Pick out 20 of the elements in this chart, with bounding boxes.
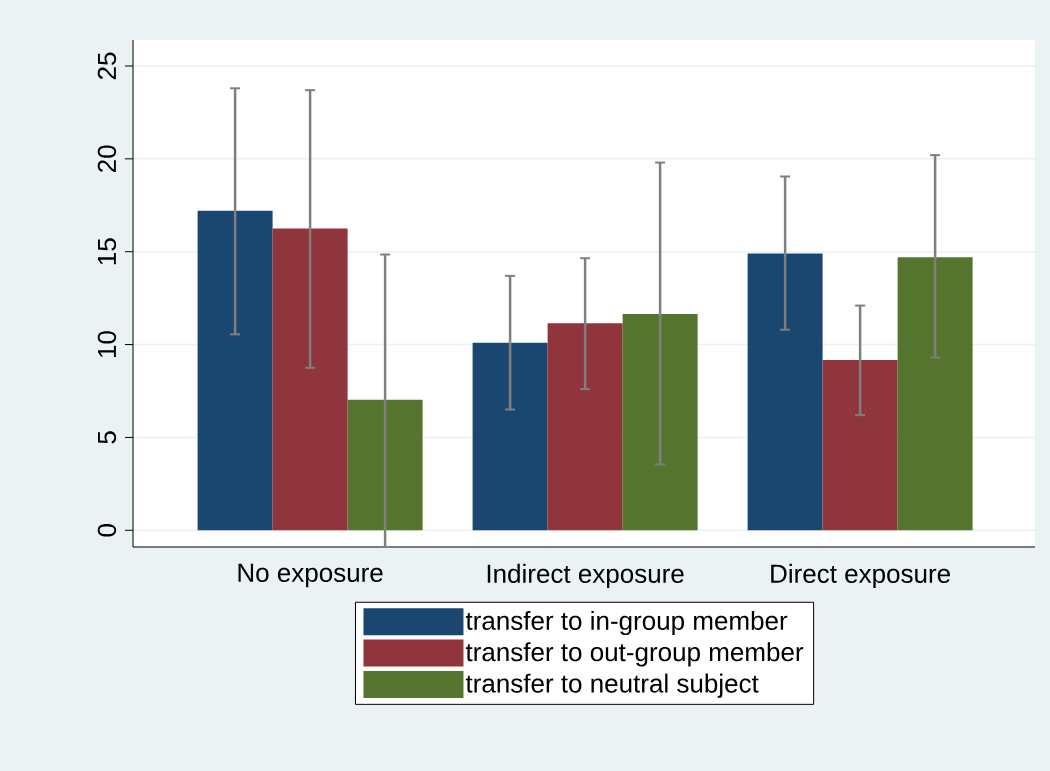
y-tick-label: 25 (97, 52, 117, 80)
bar (197, 210, 273, 531)
bar (822, 359, 898, 531)
bar (547, 323, 623, 531)
y-tick-label: 20 (97, 145, 117, 172)
bar (347, 399, 423, 531)
x-tick-label: Direct exposure (771, 563, 950, 589)
x-tick-label: Indirect exposure (487, 563, 684, 589)
legend-label: transfer to in-group member (465, 610, 788, 636)
bar (472, 342, 548, 531)
x-tick-label: No exposure (238, 563, 383, 588)
legend-label: transfer to neutral subject (465, 673, 759, 698)
y-tick-label: 15 (97, 238, 117, 265)
bar (897, 257, 973, 531)
y-tick-label: 10 (97, 331, 117, 358)
y-tick-label: 0 (97, 524, 117, 537)
legend-label: transfer to out-group member (465, 642, 804, 667)
y-tick-label: 5 (97, 431, 117, 444)
bar (272, 228, 348, 531)
bar (747, 253, 823, 531)
